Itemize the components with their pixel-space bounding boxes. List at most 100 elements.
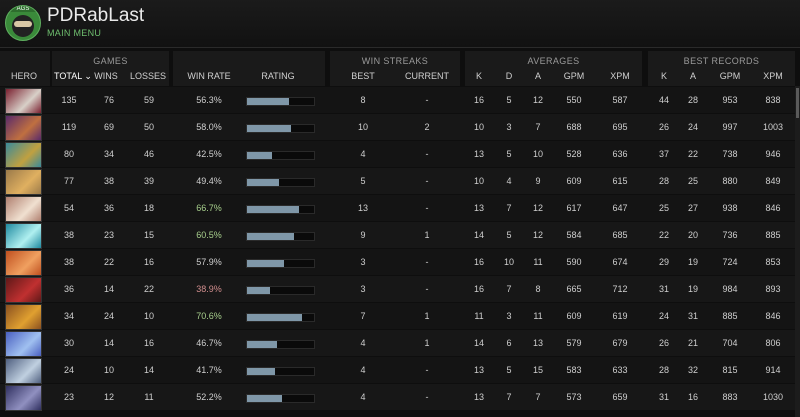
averages-group-header: AVERAGES: [465, 51, 642, 86]
col-win-rate[interactable]: WIN RATE: [187, 71, 231, 81]
cell-bxpm: 849: [765, 176, 781, 186]
averages-group-title: AVERAGES: [527, 56, 580, 66]
cell-bk: 37: [658, 149, 669, 159]
rating-bar-fill: [247, 206, 300, 213]
cell-k: 13: [473, 149, 484, 159]
cell-k: 14: [473, 338, 484, 348]
scrollbar-thumb[interactable]: [796, 88, 799, 118]
col-rating[interactable]: RATING: [261, 71, 295, 81]
hero-portrait[interactable]: [5, 304, 42, 330]
cell-current: 1: [424, 311, 430, 321]
col-best-xpm[interactable]: XPM: [763, 71, 783, 81]
avatar[interactable]: AGS: [5, 5, 41, 41]
cell-losses: 22: [143, 284, 154, 294]
hero-portrait[interactable]: [5, 250, 42, 276]
games-group-title: GAMES: [93, 56, 128, 66]
cell-total: 38: [63, 257, 74, 267]
col-avg-xpm[interactable]: XPM: [610, 71, 630, 81]
cell-d: 7: [506, 284, 512, 294]
cell-win-rate: 38.9%: [196, 284, 222, 294]
rating-group-header: [173, 51, 325, 86]
col-avg-d[interactable]: D: [505, 71, 513, 81]
cell-bk: 26: [658, 338, 669, 348]
table-row[interactable]: 30 14 16 46.7% 4 1 14 6 13 579 679 26 21 704 806: [0, 330, 795, 357]
table-row[interactable]: 36 14 22 38.9% 3 - 16 7 8 665 712 31 19 984 893: [0, 276, 795, 303]
cell-total: 30: [63, 338, 74, 348]
cell-a: 11: [533, 257, 543, 267]
cell-ba: 21: [687, 338, 698, 348]
col-best-a[interactable]: A: [689, 71, 696, 81]
cell-gpm: 584: [566, 230, 582, 240]
hero-portrait[interactable]: [5, 223, 42, 249]
cell-bxpm: 1003: [762, 122, 784, 132]
cell-current: 1: [424, 338, 430, 348]
cell-bk: 26: [658, 122, 669, 132]
hero-portrait[interactable]: [5, 385, 42, 411]
col-avg-gpm[interactable]: GPM: [563, 71, 585, 81]
rating-bar: [246, 394, 315, 403]
rating-bar: [246, 97, 315, 106]
table-row[interactable]: 38 23 15 60.5% 9 1 14 5 12 584 685 22 20 736 885: [0, 222, 795, 249]
cell-losses: 10: [143, 311, 154, 321]
hero-portrait[interactable]: [5, 169, 42, 195]
col-hero[interactable]: HERO: [10, 71, 37, 81]
hero-portrait[interactable]: [5, 196, 42, 222]
col-avg-a[interactable]: A: [534, 71, 541, 81]
cell-total: 54: [63, 203, 74, 213]
col-current-streak[interactable]: CURRENT: [405, 71, 449, 81]
cell-k: 16: [473, 95, 484, 105]
cell-bgpm: 953: [722, 95, 738, 105]
top-bar: AGS PDRabLast MAIN MENU: [0, 0, 800, 48]
cell-k: 13: [473, 365, 484, 375]
cell-d: 7: [506, 203, 512, 213]
table-row[interactable]: 77 38 39 49.4% 5 - 10 4 9 609 615 28 25 880 849: [0, 168, 795, 195]
cell-wins: 14: [103, 284, 114, 294]
col-avg-k[interactable]: K: [475, 71, 482, 81]
avatar-mask: [14, 21, 32, 27]
cell-gpm: 590: [566, 257, 582, 267]
table-row[interactable]: 119 69 50 58.0% 10 2 10 3 7 688 695 26 24 997 1003: [0, 114, 795, 141]
cell-win-rate: 57.9%: [196, 257, 222, 267]
col-losses[interactable]: LOSSES: [129, 71, 167, 81]
cell-bxpm: 885: [765, 230, 781, 240]
table-row[interactable]: 24 10 14 41.7% 4 - 13 5 15 583 633 28 32 815 914: [0, 357, 795, 384]
cell-ba: 24: [687, 122, 698, 132]
cell-gpm: 617: [566, 203, 582, 213]
rating-bar-fill: [247, 125, 291, 132]
table-row[interactable]: 54 36 18 66.7% 13 - 13 7 12 617 647 25 27 938 846: [0, 195, 795, 222]
hero-portrait[interactable]: [5, 142, 42, 168]
cell-best: 13: [357, 203, 368, 213]
cell-ba: 22: [687, 149, 698, 159]
cell-win-rate: 49.4%: [196, 176, 222, 186]
main-menu-link[interactable]: MAIN MENU: [47, 28, 102, 38]
rating-bar: [246, 367, 315, 376]
col-best-gpm[interactable]: GPM: [719, 71, 741, 81]
col-best-streak[interactable]: BEST: [351, 71, 375, 81]
col-total[interactable]: TOTAL ⌄: [54, 71, 92, 81]
rating-bar: [246, 259, 315, 268]
rating-bar: [246, 232, 315, 241]
hero-portrait[interactable]: [5, 115, 42, 141]
cell-gpm: 579: [566, 338, 582, 348]
table-row[interactable]: 80 34 46 42.5% 4 - 13 5 10 528 636 37 22 738 946: [0, 141, 795, 168]
table-row[interactable]: 135 76 59 56.3% 8 - 16 5 12 550 587 44 28 953 838: [0, 87, 795, 114]
scrollbar-track[interactable]: [795, 86, 800, 417]
cell-best: 8: [360, 95, 366, 105]
hero-portrait[interactable]: [5, 331, 42, 357]
hero-portrait[interactable]: [5, 88, 42, 114]
hero-portrait[interactable]: [5, 277, 42, 303]
cell-bgpm: 938: [722, 203, 738, 213]
cell-bk: 22: [658, 230, 669, 240]
hero-portrait[interactable]: [5, 358, 42, 384]
cell-xpm: 659: [612, 392, 628, 402]
table-row[interactable]: 38 22 16 57.9% 3 - 16 10 11 590 674 29 19 724 853: [0, 249, 795, 276]
col-best-k[interactable]: K: [660, 71, 667, 81]
table-row[interactable]: 34 24 10 70.6% 7 1 11 3 11 609 619 24 31 885 846: [0, 303, 795, 330]
cell-gpm: 665: [566, 284, 582, 294]
cell-best: 4: [360, 149, 366, 159]
col-wins[interactable]: WINS: [94, 71, 118, 81]
table-row[interactable]: 23 12 11 52.2% 4 - 13 7 7 573 659 31 16 883 1030: [0, 384, 795, 411]
cell-bxpm: 806: [765, 338, 781, 348]
cell-bxpm: 1030: [762, 392, 784, 402]
cell-bgpm: 704: [722, 338, 738, 348]
